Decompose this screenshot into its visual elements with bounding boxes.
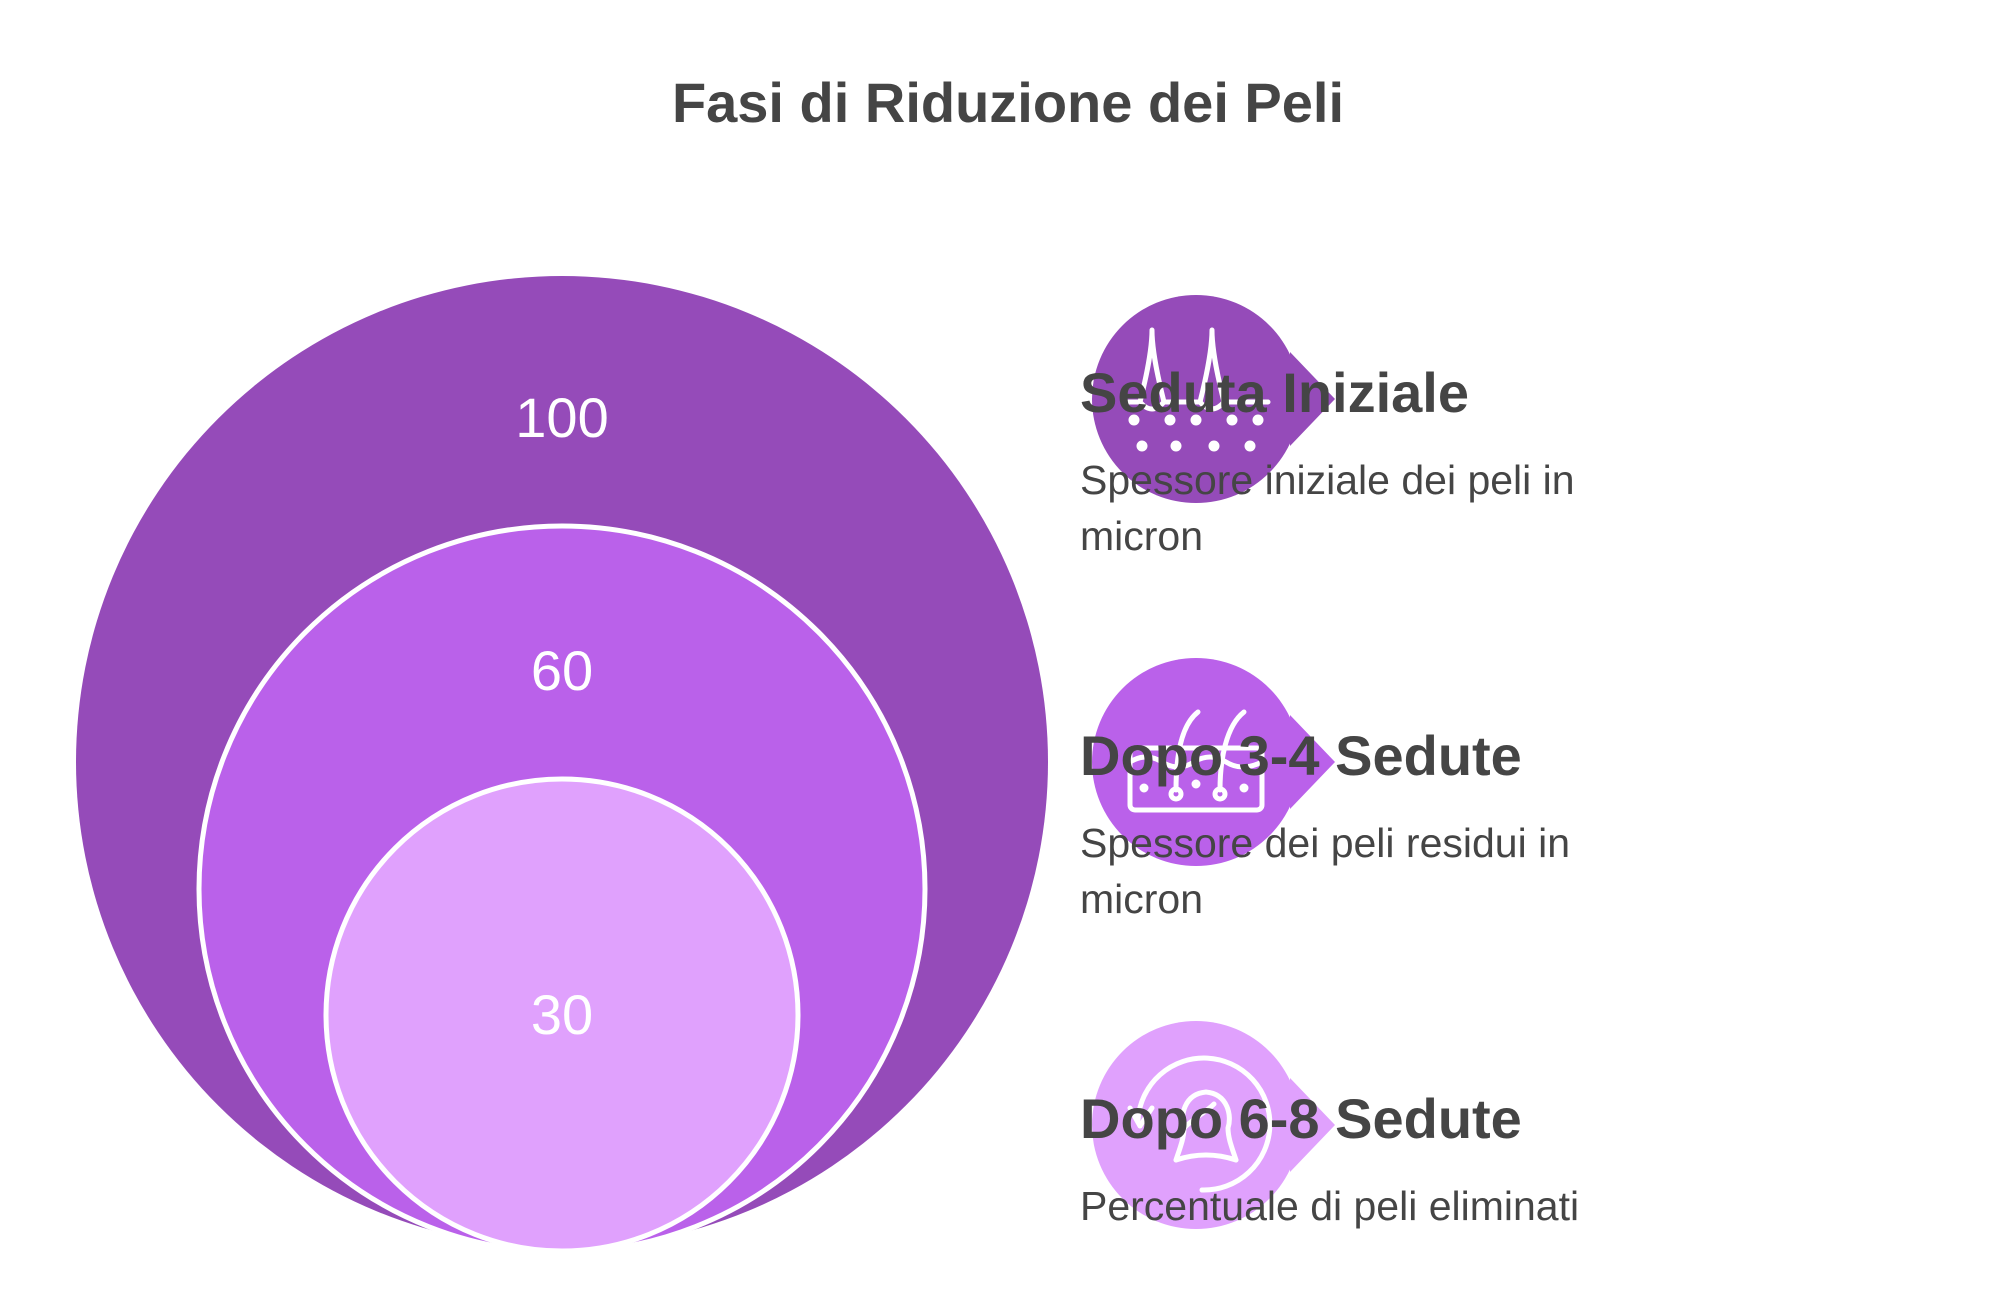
stage-1-title: Seduta Iniziale [1080, 361, 1469, 424]
stage-1-description: Spessore iniziale dei peli in micron [1080, 457, 1575, 559]
circle-middle-value: 60 [531, 639, 593, 702]
circle-inner [323, 776, 801, 1254]
head-rotation-icon [1127, 1055, 1273, 1193]
stage-1-badge [1092, 295, 1335, 503]
hair-follicle-icon [1121, 327, 1271, 452]
stage-2-description: Spessore dei peli residui in micron [1080, 820, 1570, 922]
stage-3-title: Dopo 6-8 Sedute [1080, 1087, 1522, 1150]
page-title: Fasi di Riduzione dei Peli [671, 71, 1345, 134]
stage-2-badge [1092, 658, 1335, 866]
stage-3-description: Percentuale di peli eliminati [1080, 1183, 1580, 1229]
circle-inner-value: 30 [531, 983, 593, 1046]
skin-layers-hair-icon [1127, 709, 1265, 813]
stage-2-title: Dopo 3-4 Sedute [1080, 724, 1522, 787]
circle-outer-value: 100 [515, 386, 608, 449]
stage-3-badge [1092, 1021, 1335, 1229]
